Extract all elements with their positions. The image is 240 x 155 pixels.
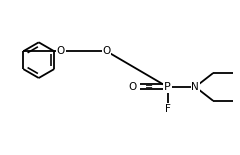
Text: P: P <box>164 82 171 92</box>
Text: N: N <box>192 82 199 92</box>
Text: O: O <box>129 82 137 92</box>
Text: F: F <box>165 104 170 114</box>
Text: O: O <box>57 46 65 56</box>
Text: =: = <box>145 82 153 92</box>
Text: O: O <box>102 46 111 56</box>
